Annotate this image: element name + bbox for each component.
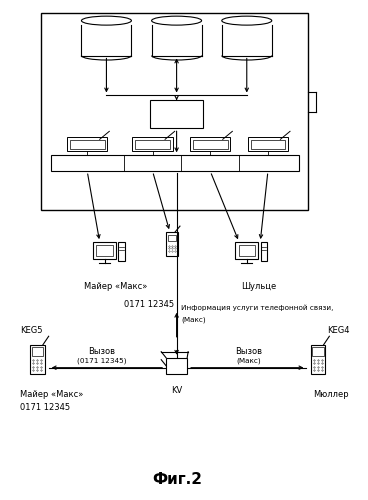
Bar — [67, 138, 107, 151]
Text: Вызов: Вызов — [235, 346, 262, 356]
Bar — [30, 344, 45, 374]
Bar — [168, 234, 176, 242]
Bar — [93, 242, 116, 259]
Text: Майер «Макс»: Майер «Макс» — [20, 390, 83, 398]
Text: KEG5: KEG5 — [20, 326, 42, 335]
Text: Вызов: Вызов — [88, 346, 115, 356]
Text: 0171 12345: 0171 12345 — [124, 300, 174, 310]
Bar — [135, 140, 170, 149]
Text: Мюллер: Мюллер — [313, 390, 349, 398]
Ellipse shape — [222, 16, 272, 25]
Bar — [132, 138, 173, 151]
Text: Шульце: Шульце — [241, 282, 276, 291]
Text: (0171 12345): (0171 12345) — [77, 357, 126, 364]
Ellipse shape — [81, 16, 131, 25]
Bar — [51, 156, 299, 171]
Bar — [41, 12, 308, 210]
Text: (Макс): (Макс) — [181, 316, 206, 323]
Bar — [190, 138, 230, 151]
Bar — [235, 242, 258, 259]
Bar — [311, 344, 325, 374]
Text: KV: KV — [171, 386, 182, 394]
Bar — [118, 242, 125, 260]
Ellipse shape — [152, 16, 202, 25]
Bar — [150, 100, 203, 128]
Bar — [32, 348, 43, 356]
Bar — [251, 140, 285, 149]
Text: Фиг.2: Фиг.2 — [153, 472, 202, 488]
Text: Майер «Макс»: Майер «Макс» — [84, 282, 148, 291]
Text: (Макс): (Макс) — [236, 357, 261, 364]
Bar — [166, 232, 177, 256]
Bar — [70, 140, 105, 149]
Bar — [193, 140, 227, 149]
Bar — [238, 244, 255, 256]
Bar — [312, 348, 323, 356]
Bar — [166, 358, 187, 374]
Text: 0171 12345: 0171 12345 — [20, 402, 70, 411]
Bar — [248, 138, 288, 151]
Bar — [96, 244, 113, 256]
Text: KEG4: KEG4 — [328, 326, 350, 335]
Text: Информация услуги телефонной связи,: Информация услуги телефонной связи, — [181, 304, 334, 311]
Bar — [261, 242, 267, 260]
